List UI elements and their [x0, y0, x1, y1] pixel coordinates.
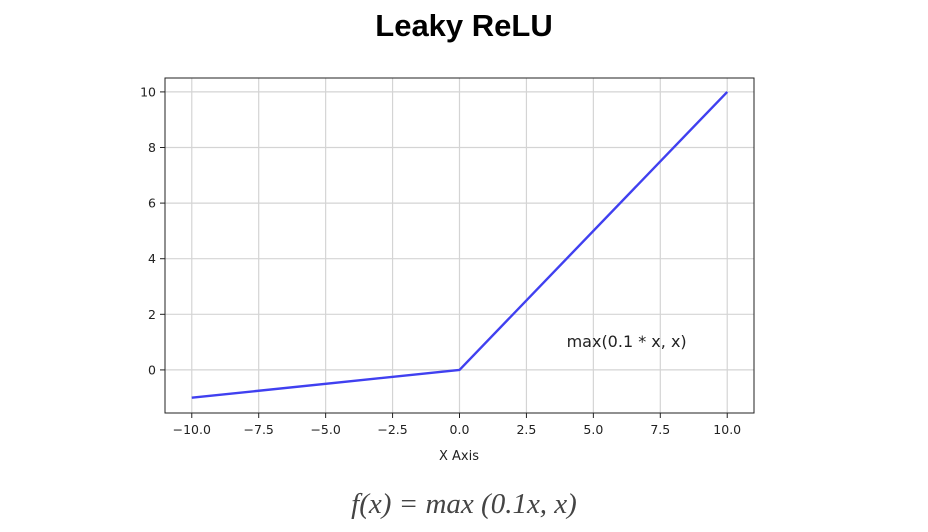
x-axis-ticks: −10.0 −7.5 −5.0 −2.5 0.0 2.5 5.0 7.5 10.0 — [173, 413, 741, 437]
x-tick-label: −2.5 — [377, 422, 407, 437]
x-tick-label: 10.0 — [713, 422, 741, 437]
y-axis-ticks: 0 2 4 6 8 10 — [140, 84, 165, 377]
y-tick-label: 8 — [148, 140, 156, 155]
x-tick-label: −7.5 — [244, 422, 274, 437]
y-tick-label: 4 — [148, 251, 156, 266]
x-tick-label: 7.5 — [650, 422, 670, 437]
grid-lines — [165, 78, 754, 413]
x-tick-label: 5.0 — [583, 422, 603, 437]
x-tick-label: 2.5 — [516, 422, 536, 437]
y-tick-label: 2 — [148, 307, 156, 322]
series-group — [191, 91, 729, 399]
formula: f(x) = max (0.1x, x) — [351, 488, 577, 520]
x-axis-label: X Axis — [439, 449, 479, 464]
chart-title: Leaky ReLU — [375, 8, 553, 43]
x-tick-label: 0.0 — [450, 422, 470, 437]
y-tick-label: 6 — [148, 196, 156, 211]
x-tick-label: −10.0 — [173, 422, 211, 437]
annotation-label: max(0.1 * x, x) — [567, 332, 687, 351]
x-tick-label: −5.0 — [310, 422, 340, 437]
series-line-0 — [191, 91, 729, 399]
y-tick-label: 0 — [148, 362, 156, 377]
y-tick-label: 10 — [140, 84, 156, 99]
